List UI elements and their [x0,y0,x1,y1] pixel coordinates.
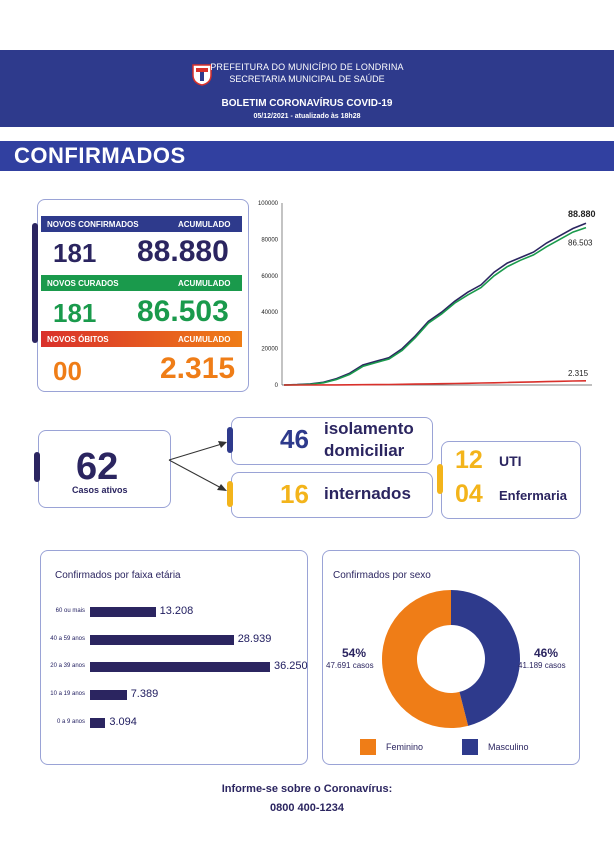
series-line-1 [283,226,587,386]
hospitalized-accent [227,481,233,507]
bulletin-title: BOLETIM CORONAVÍRUS COVID-19 [221,98,393,109]
isolation-label-1: isolamento [324,419,414,438]
age-category-label: 40 a 59 anos [50,636,85,642]
age-bar [90,718,106,728]
header-banner: PREFEITURA DO MUNICÍPIO DE LONDRINA SECR… [0,50,614,127]
age-category-label: 20 a 39 anos [50,663,85,669]
age-category-label: 10 a 19 anos [50,691,85,697]
sex-donut-chart [382,590,521,728]
sex-chart-title: Confirmados por sexo [333,570,431,581]
sex-chart-box [322,550,580,765]
confirmed-new: 181 [53,238,97,268]
cured-acc-label: ACUMULADO [178,279,231,288]
series-end-label-2: 2.315 [568,369,589,378]
deaths-acc: 2.315 [160,352,236,385]
branch-arrows [168,441,227,491]
age-category-label: 0 a 9 anos [56,719,85,725]
city-crest-icon [192,64,212,86]
header-line1: PREFEITURA DO MUNICÍPIO DE LONDRINA [210,62,404,72]
series-line-0 [283,222,587,386]
isolation-count: 46 [280,424,309,454]
age-value-label: 13.208 [159,605,194,617]
cumulative-line-chart: 0 20000 40000 60000 80000 100000 88.880 86.503 2… [258,201,596,389]
hospital-breakdown-box [441,441,581,519]
y-tick-label: 100000 [258,201,279,207]
uti-count: 12 [455,446,483,474]
y-tick-label: 60000 [261,274,278,280]
deaths-label-bar: NOVOS ÓBITOS ACUMULADO [41,331,242,347]
age-value-label: 36.250 [274,660,308,672]
female-legend-label: Feminino [386,742,424,752]
deaths-acc-label: ACUMULADO [178,335,231,344]
series-line-2 [284,380,587,386]
male-legend-swatch [462,739,478,755]
deaths-label: NOVOS ÓBITOS [47,335,109,344]
confirmed-label: NOVOS CONFIRMADOS [47,220,139,229]
footer-info: Informe-se sobre o Coronavírus: [221,783,393,795]
deaths-new: 00 [53,356,82,386]
female-pct: 54% [342,646,367,660]
series-end-label-1: 86.503 [568,239,593,248]
male-cases: 41.189 casos [518,661,566,670]
bulletin-date: 05/12/2021 - atualizado às 18h28 [253,113,361,120]
hospitalized-count: 16 [280,479,309,509]
age-bar [90,690,127,700]
isolation-label-2: domiciliar [324,441,405,460]
cured-new: 181 [53,298,97,328]
ward-count: 04 [455,480,483,508]
age-value-label: 7.389 [130,688,159,700]
hospital-breakdown-accent [437,464,443,494]
active-label: Casos ativos [72,485,128,495]
cured-label: NOVOS CURADOS [47,279,119,288]
age-bar [90,607,156,617]
cured-label-bar: NOVOS CURADOS ACUMULADO [41,275,242,291]
isolation-box [231,417,433,465]
hospitalized-label: internados [324,484,411,503]
age-category-label: 60 ou mais [55,608,85,614]
age-bar [90,635,234,645]
active-count: 62 [76,446,119,488]
confirmed-label-bar: NOVOS CONFIRMADOS ACUMULADO [41,216,242,232]
confirmed-acc-label: ACUMULADO [178,220,231,229]
isolation-accent [227,427,233,453]
age-value-label: 3.094 [109,716,137,728]
y-tick-label: 80000 [261,237,278,243]
y-tick-label: 40000 [261,310,278,316]
age-chart-box [40,550,308,765]
active-accent [34,452,40,482]
footer-phone: 0800 400-1234 [269,802,344,814]
age-chart-title: Confirmados por faixa etária [55,570,181,581]
confirmed-acc: 88.880 [137,235,229,268]
ward-label: Enfermaria [499,488,567,503]
male-pct: 46% [534,646,559,660]
series-end-label-0: 88.880 [568,209,596,219]
header-line2: SECRETARIA MUNICIPAL DE SAÚDE [229,74,385,84]
y-tick-label: 20000 [261,347,278,353]
uti-label: UTI [499,453,522,469]
hospitalized-box [231,472,433,518]
summary-accent [32,223,38,343]
female-cases: 47.691 casos [326,661,374,670]
section-title: CONFIRMADOS [14,143,186,168]
y-tick-label: 0 [275,383,279,389]
donut-slice-feminino [382,590,469,728]
active-cases-box [38,430,171,508]
age-value-label: 28.939 [237,633,272,645]
male-legend-label: Masculino [488,742,529,752]
female-legend-swatch [360,739,376,755]
age-bar [90,662,270,672]
section-bar [0,141,614,171]
donut-slice-masculino [451,590,521,726]
cured-acc: 86.503 [137,295,229,328]
